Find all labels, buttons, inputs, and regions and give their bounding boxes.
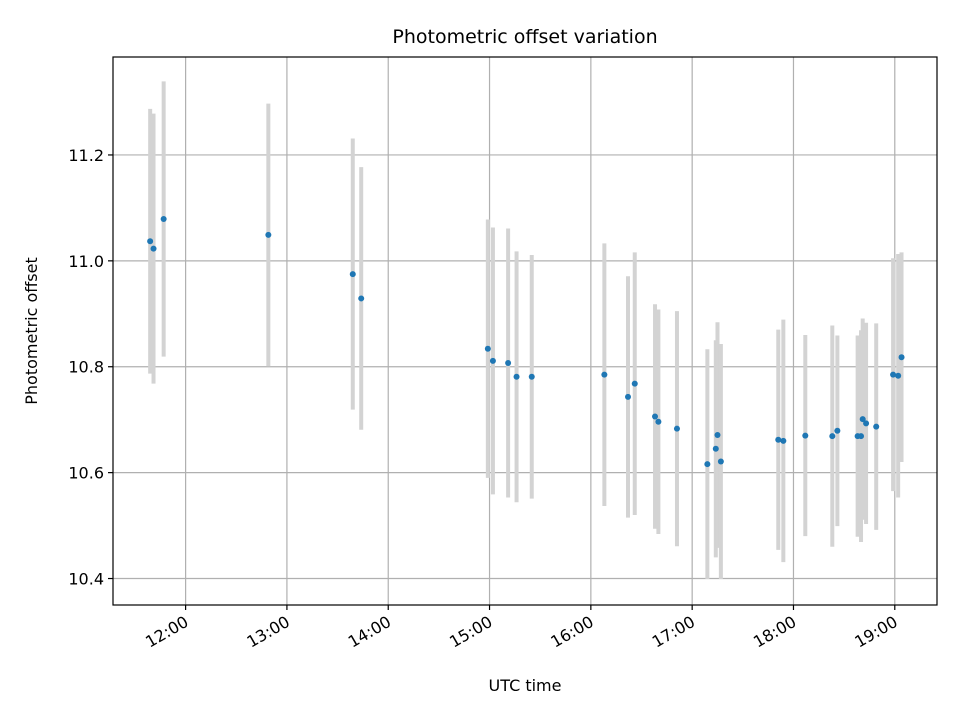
data-point [802, 432, 809, 439]
data-point [895, 372, 902, 379]
y-tick-label: 10.8 [68, 358, 104, 377]
data-point [652, 413, 659, 420]
data-point [631, 380, 638, 387]
grid-layer [113, 57, 937, 605]
data-point [601, 371, 608, 378]
data-point [513, 373, 520, 380]
chart-title: Photometric offset variation [392, 26, 657, 48]
y-axis-label: Photometric offset [22, 257, 41, 405]
data-point [704, 461, 711, 468]
data-point [890, 371, 897, 378]
data-point [714, 432, 721, 439]
data-point [775, 436, 782, 443]
data-point [150, 245, 157, 252]
data-point [625, 393, 631, 400]
y-tick-label: 10.4 [68, 570, 104, 589]
data-point [265, 231, 272, 238]
data-point [349, 271, 356, 278]
plot-frame [112, 56, 938, 606]
y-tick-label: 10.6 [68, 464, 104, 483]
y-tick-label: 11.0 [68, 252, 104, 271]
data-point [160, 216, 167, 223]
x-axis-label: UTC time [489, 676, 562, 695]
data-point [358, 295, 365, 302]
data-point [673, 425, 680, 432]
point-layer [147, 216, 905, 468]
data-point [780, 437, 787, 444]
data-point [655, 418, 662, 425]
data-point [712, 445, 719, 452]
data-point [858, 433, 865, 440]
data-point [873, 423, 880, 430]
data-point [863, 420, 870, 427]
data-point [717, 458, 724, 465]
data-point [147, 238, 154, 245]
data-point [834, 427, 841, 434]
data-point [898, 354, 905, 361]
data-point [484, 345, 491, 352]
data-point [528, 373, 535, 380]
data-point [489, 357, 496, 364]
data-point [505, 360, 512, 367]
data-point [829, 433, 836, 440]
y-tick-label: 11.2 [68, 146, 104, 165]
data-point [859, 416, 866, 423]
